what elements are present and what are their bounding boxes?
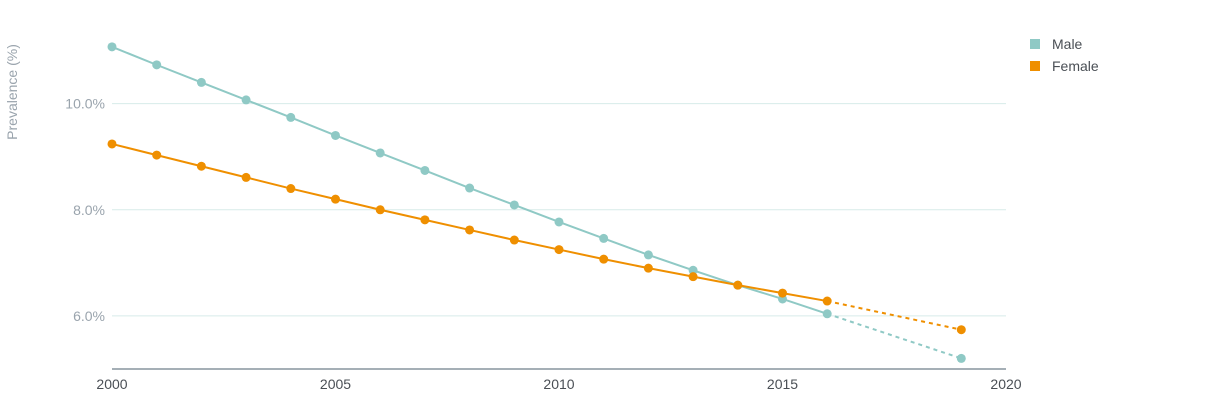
data-point-female — [643, 263, 653, 273]
data-point-male — [375, 148, 385, 158]
data-point-male — [465, 183, 475, 193]
y-tick-label: 10.0% — [65, 96, 105, 112]
data-point-male — [152, 60, 162, 70]
legend-swatch-female — [1030, 61, 1040, 71]
y-tick-label: 8.0% — [73, 202, 105, 218]
legend: Male Female — [1030, 33, 1099, 77]
data-point-male — [286, 112, 296, 122]
data-point-male — [196, 77, 206, 87]
data-point-female — [331, 194, 340, 204]
data-point-male — [599, 233, 609, 243]
data-point-male — [554, 217, 564, 227]
data-point-female — [196, 161, 206, 171]
data-point-male — [822, 309, 832, 319]
data-point-male — [331, 130, 340, 140]
data-point-female — [554, 245, 564, 255]
y-axis-ticks: 6.0% 8.0% 10.0% — [65, 96, 105, 324]
data-point-female — [778, 288, 787, 298]
data-point-female — [509, 235, 519, 245]
data-point-female — [375, 205, 385, 215]
legend-swatch-male — [1030, 39, 1040, 49]
data-point-male — [420, 165, 430, 175]
legend-item-female[interactable]: Female — [1030, 55, 1099, 77]
y-tick-label: 6.0% — [73, 308, 105, 324]
data-point-female — [420, 215, 430, 225]
data-point-female — [152, 150, 162, 160]
x-tick-label: 2000 — [96, 376, 127, 392]
x-tick-label: 2015 — [767, 376, 798, 392]
x-axis-ticks: 2000 2005 2010 2015 2020 — [96, 376, 1021, 392]
series-layer — [107, 42, 966, 363]
data-point-male — [688, 265, 698, 275]
data-point-female — [286, 184, 296, 194]
projection-point-male — [956, 353, 966, 363]
data-point-female — [733, 280, 743, 290]
data-point-female — [599, 254, 609, 264]
data-point-female — [465, 225, 475, 235]
data-point-male — [107, 42, 117, 52]
data-point-female — [107, 139, 117, 149]
y-axis-title: Prevalence (%) — [4, 44, 20, 140]
data-point-female — [688, 272, 698, 282]
series-line-female — [111, 142, 828, 303]
grid-lines — [112, 103, 1006, 317]
series-line-male — [111, 45, 828, 315]
projection-point-female — [956, 325, 966, 335]
projection-line-female — [826, 300, 962, 331]
data-point-male — [509, 200, 519, 210]
legend-label-female: Female — [1052, 58, 1099, 74]
data-point-male — [643, 250, 653, 260]
legend-item-male[interactable]: Male — [1030, 33, 1099, 55]
data-point-male — [241, 95, 251, 105]
projection-line-male — [826, 312, 962, 360]
x-tick-label: 2005 — [320, 376, 351, 392]
data-point-female — [822, 296, 832, 306]
x-tick-label: 2020 — [990, 376, 1021, 392]
data-point-female — [241, 172, 251, 182]
legend-label-male: Male — [1052, 36, 1083, 52]
x-tick-label: 2010 — [543, 376, 574, 392]
